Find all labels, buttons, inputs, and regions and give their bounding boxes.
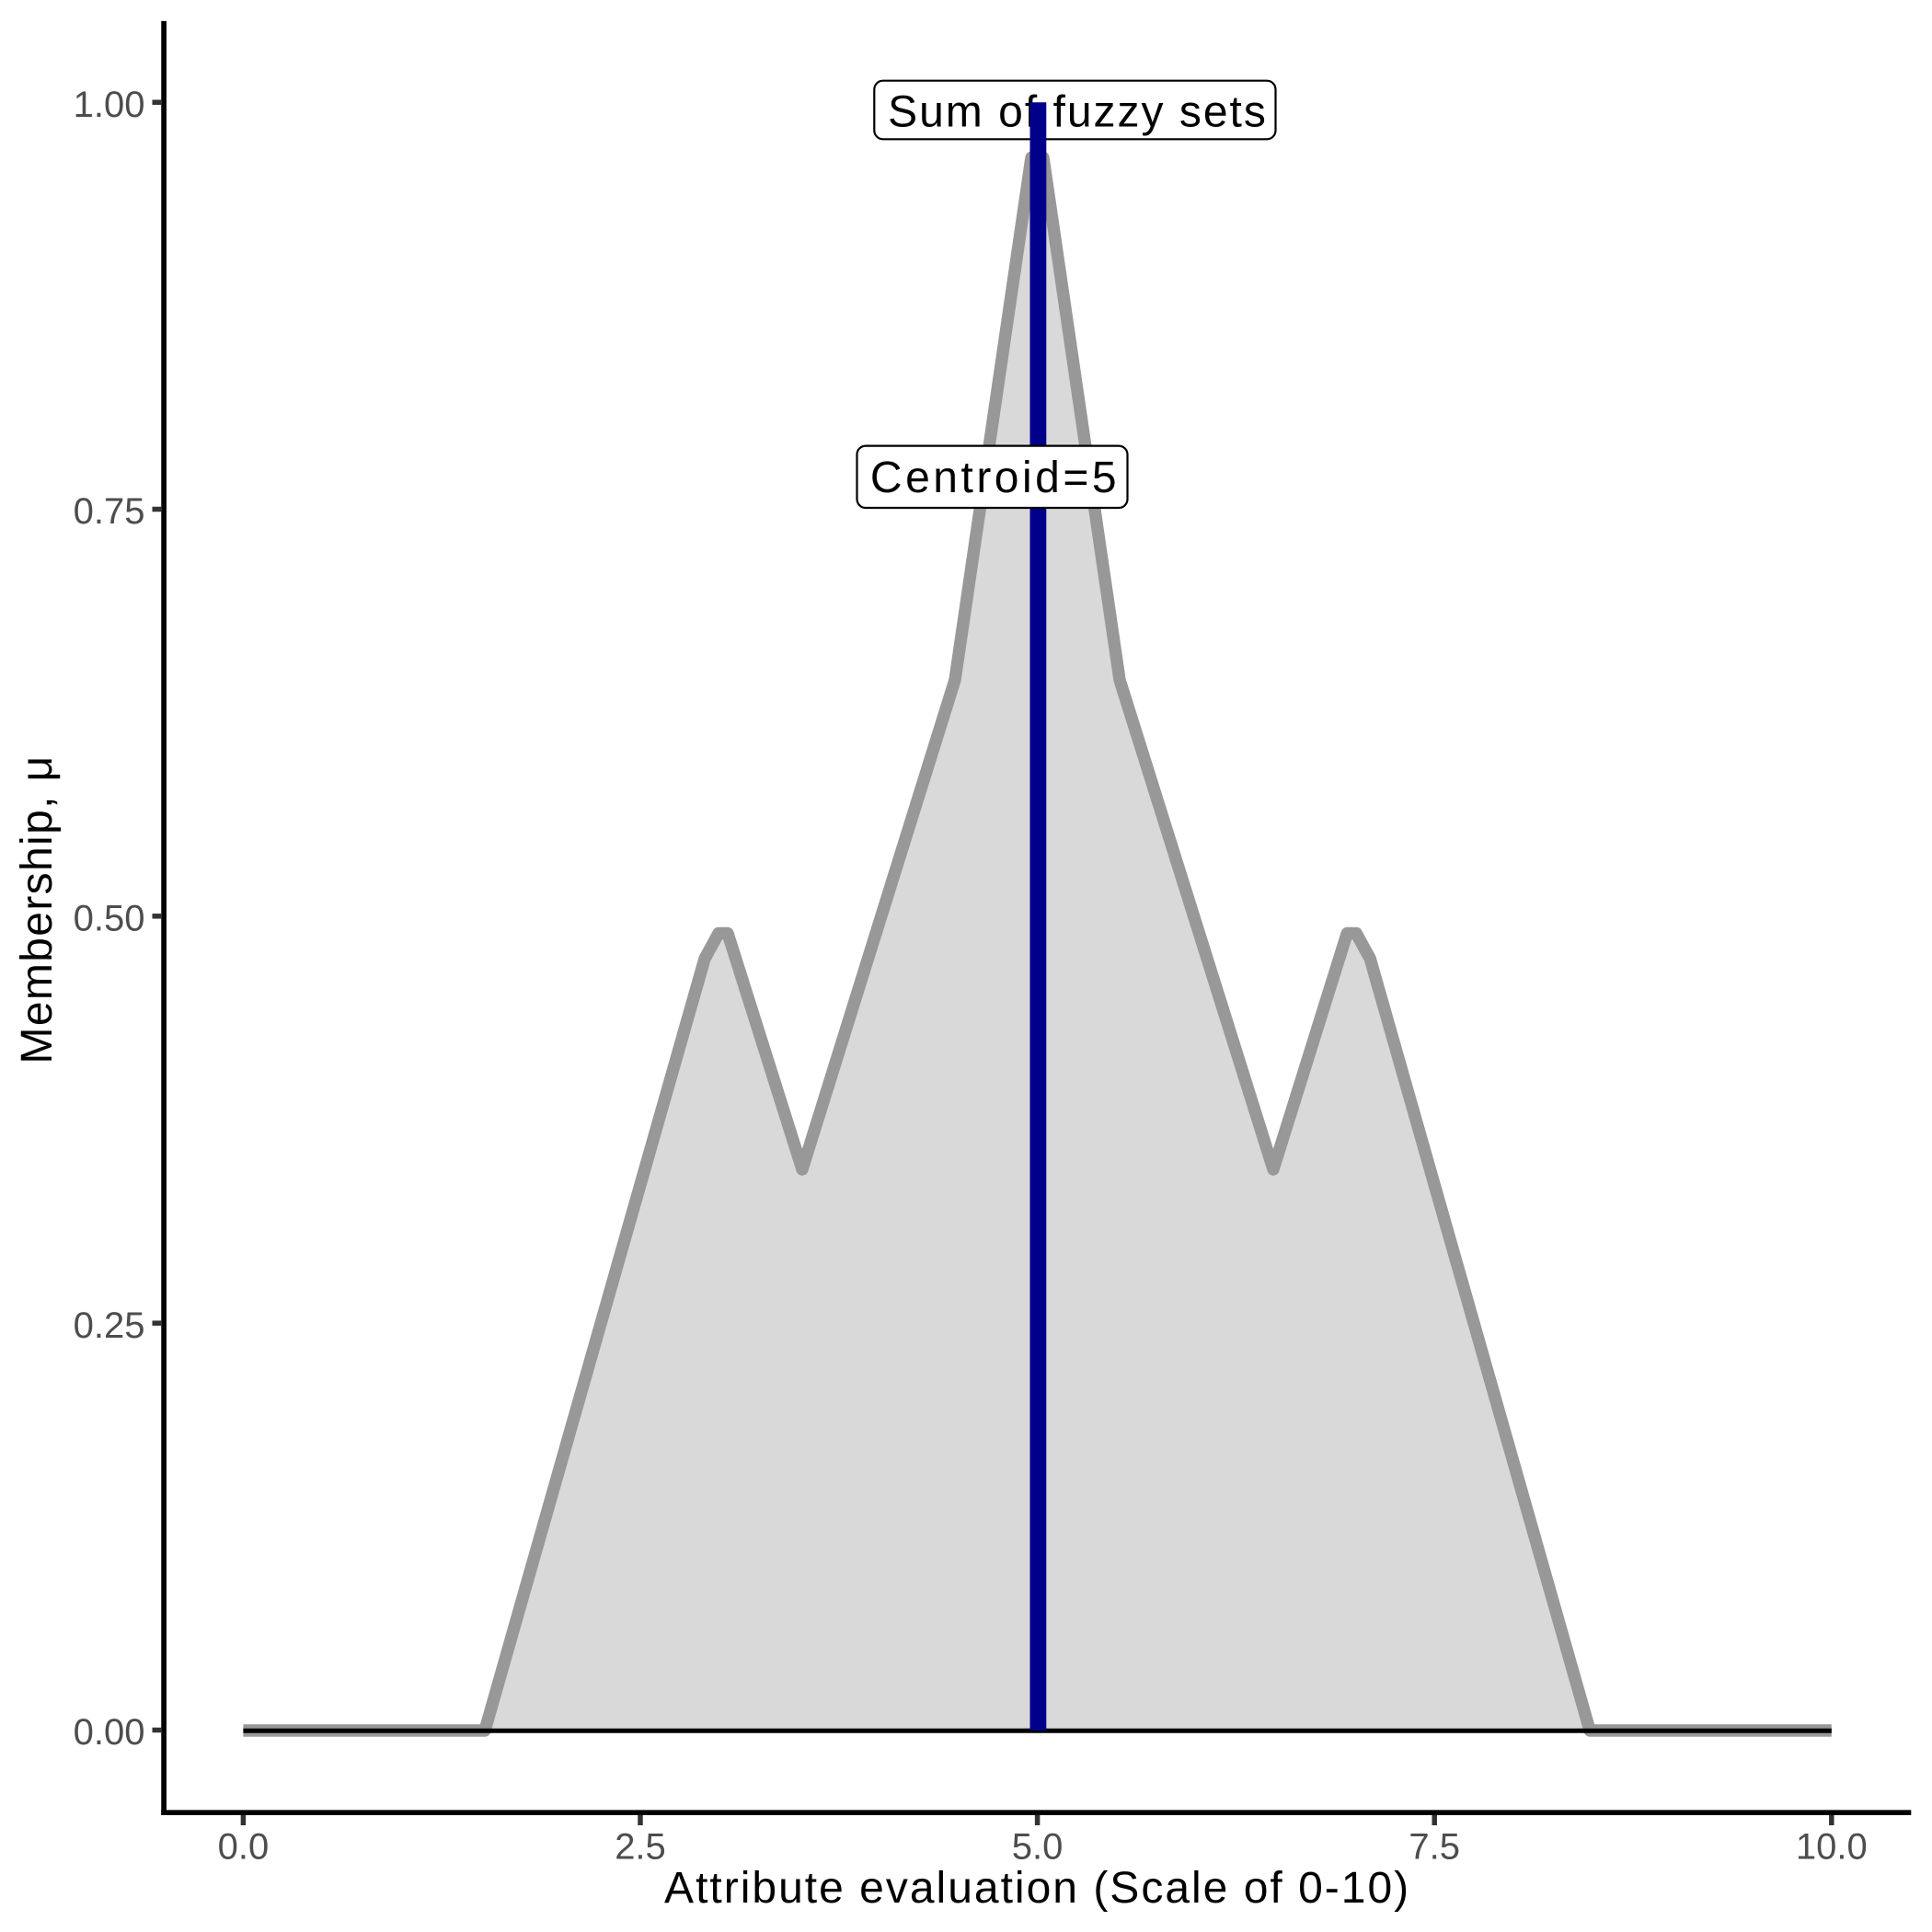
svg-text:0.00: 0.00 <box>74 1712 145 1753</box>
svg-text:7.5: 7.5 <box>1409 1827 1460 1868</box>
svg-text:0.50: 0.50 <box>74 898 145 938</box>
svg-text:0.75: 0.75 <box>74 491 145 532</box>
svg-text:Centroid=5: Centroid=5 <box>870 454 1120 502</box>
svg-text:2.5: 2.5 <box>615 1827 666 1868</box>
svg-text:10.0: 10.0 <box>1796 1827 1868 1868</box>
svg-text:Sum of fuzzy sets: Sum of fuzzy sets <box>888 88 1268 137</box>
svg-text:5.0: 5.0 <box>1012 1827 1064 1868</box>
svg-text:Membership, μ: Membership, μ <box>13 755 62 1064</box>
svg-text:0.0: 0.0 <box>218 1827 270 1868</box>
svg-text:0.25: 0.25 <box>74 1305 145 1346</box>
svg-text:1.00: 1.00 <box>74 85 145 125</box>
svg-text:Attribute evaluation (Scale of: Attribute evaluation (Scale of 0-10) <box>664 1864 1410 1913</box>
